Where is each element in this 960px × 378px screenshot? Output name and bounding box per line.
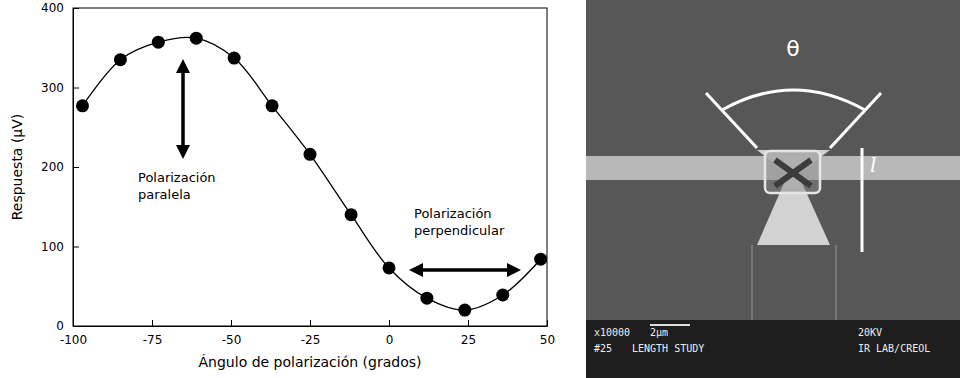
y-tick-mark (73, 88, 79, 89)
arrow-perpendicular (416, 268, 514, 272)
y-tick-mark (73, 8, 79, 9)
angle-label: θ (786, 36, 799, 61)
annotation-parallel: Polarizaciónparalela (138, 170, 216, 202)
data-point (345, 208, 358, 221)
x-tick-mark (231, 320, 232, 326)
footer-text: 2μm (650, 327, 668, 338)
x-tick-label: 0 (386, 333, 394, 347)
data-point (228, 52, 241, 65)
x-tick-label: 25 (461, 333, 476, 347)
data-point (458, 304, 471, 317)
plot-frame (73, 8, 547, 326)
data-point (266, 99, 279, 112)
annotations: Polarizaciónparalela Polarizaciónperpendi… (138, 66, 514, 270)
x-tick-label: -25 (301, 333, 321, 347)
y-tick-label: 300 (41, 81, 64, 95)
x-tick: -25 (301, 320, 321, 347)
length-line (861, 148, 864, 252)
scale-bar (650, 324, 690, 326)
x-tick: 0 (386, 320, 394, 347)
y-tick-mark (73, 247, 79, 248)
wire (836, 245, 837, 320)
y-tick: 300 (41, 81, 79, 95)
footer-text: IR LAB/CREOL (858, 343, 930, 354)
data-point (114, 53, 127, 66)
data-point (76, 99, 89, 112)
figure: -100 -75 -50 -25 0 25 50 0 100 200 300 400 Ángulo de… (0, 0, 960, 378)
footer-text: LENGTH STUDY (632, 343, 704, 354)
image-background (586, 0, 960, 378)
data-point (190, 32, 203, 45)
x-axis-title: Ángulo de polarización (grados) (199, 354, 422, 370)
footer-text: 20KV (858, 327, 882, 338)
angle-line (830, 93, 881, 148)
y-tick-label: 400 (41, 1, 64, 15)
angle-line (706, 93, 757, 148)
data-point (420, 292, 433, 305)
footer-text: #25 (594, 343, 612, 354)
x-tick-label: -100 (60, 333, 87, 347)
x-axis-line (74, 326, 548, 327)
y-tick-mark (73, 326, 79, 327)
length-label: l (870, 153, 876, 177)
x-tick: -50 (222, 320, 242, 347)
x-tick-mark (310, 320, 311, 326)
y-tick-label: 200 (41, 160, 64, 174)
y-tick: 0 (56, 319, 79, 333)
x-axis: -100 -75 -50 -25 0 25 50 (60, 320, 555, 347)
data-point (534, 253, 547, 266)
data-point (383, 261, 396, 274)
x-tick-label: 50 (540, 333, 555, 347)
y-axis: 0 100 200 300 400 (41, 1, 79, 333)
footer-band (586, 320, 960, 378)
bolometer-square (765, 151, 820, 193)
bolometer-cross (775, 160, 811, 186)
data-point (152, 36, 165, 49)
y-tick: 200 (41, 160, 79, 174)
data-point (496, 288, 509, 301)
sem-image: θ l x10000 2μm 20KV #25 LENGTH STUDY IR LAB/CRE… (586, 0, 960, 378)
data-line (82, 37, 540, 310)
x-tick-mark (152, 320, 153, 326)
annotation-perpendicular: Polarizaciónperpendicular (414, 206, 505, 238)
x-tick: -75 (143, 320, 163, 347)
arrow-parallel (181, 66, 185, 152)
y-tick: 400 (41, 1, 79, 15)
x-tick-label: -50 (222, 333, 242, 347)
x-tick-mark (389, 320, 390, 326)
wire (752, 245, 753, 320)
y-axis-title: Respuesta (μV) (9, 114, 25, 221)
x-tick: 25 (461, 320, 476, 347)
y-tick-label: 100 (41, 240, 64, 254)
footer-text: x10000 (594, 327, 630, 338)
y-tick: 100 (41, 240, 79, 254)
data-point (304, 148, 317, 161)
plot-area (76, 32, 547, 317)
x-tick: 50 (540, 320, 555, 347)
angle-arc (722, 90, 865, 110)
x-tick-mark (547, 320, 548, 326)
y-tick-mark (73, 167, 79, 168)
y-tick-label: 0 (56, 319, 64, 333)
x-tick-label: -75 (143, 333, 163, 347)
x-tick-mark (468, 320, 469, 326)
